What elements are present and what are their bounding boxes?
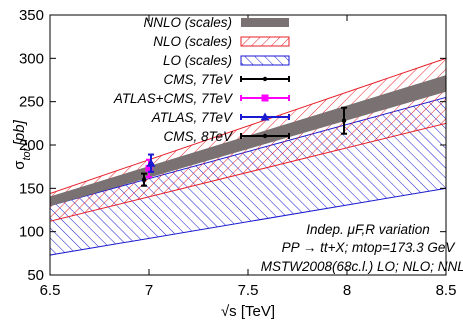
legend-label: ATLAS, 7TeV	[151, 110, 234, 125]
annotations: Indep. μF,R variation PP → tt+X; mtop=173…	[261, 222, 463, 274]
annotation-line: PP → tt+X; mtop=173.3 GeV	[282, 240, 457, 255]
x-tick-label: 7.5	[238, 282, 259, 299]
x-tick-label: 6.5	[40, 282, 61, 299]
legend-marker	[261, 94, 269, 102]
y-tick-label: 250	[19, 94, 44, 111]
y-tick-label: 100	[19, 224, 44, 241]
annotation-line: MSTW2008(68c.l.) LO; NLO; NNLO	[261, 259, 463, 274]
y-tick-label: 300	[19, 50, 44, 67]
data-point	[146, 158, 156, 167]
x-tick-label: 8	[343, 282, 351, 299]
legend-marker	[262, 76, 268, 82]
legend-marker	[262, 133, 268, 139]
legend-label: CMS, 8TeV	[163, 129, 234, 144]
legend-swatch	[241, 18, 289, 27]
x-axis: 6.5 7 7.5 8 8.5	[40, 15, 457, 299]
legend-label: LO (scales)	[163, 53, 232, 68]
x-axis-label: √s [TeV]	[221, 303, 275, 320]
x-tick-label: 8.5	[436, 282, 457, 299]
y-tick-label: 50	[27, 267, 44, 284]
annotation-line: Indep. μF,R variation	[306, 222, 429, 237]
legend-label: NNLO (scales)	[143, 15, 232, 30]
legend-label: NLO (scales)	[153, 34, 232, 49]
legend-swatch	[240, 36, 290, 47]
x-tick-label: 7	[145, 282, 153, 299]
legend-marker	[260, 112, 270, 121]
data-point	[145, 164, 153, 172]
y-tick-label: 150	[19, 180, 44, 197]
points-layer	[141, 106, 348, 187]
data-point	[341, 118, 347, 123]
data-point	[141, 177, 147, 182]
legend-label: ATLAS+CMS, 7TeV	[113, 91, 234, 106]
y-axis: 50 100 150 200 250 300 350	[19, 7, 446, 284]
legend-swatch	[240, 55, 290, 66]
y-tick-label: 200	[19, 137, 44, 154]
legend-label: CMS, 7TeV	[163, 72, 234, 87]
y-tick-label: 350	[19, 7, 44, 24]
legend: NNLO (scales) NLO (scales) LO (scales) CMS,…	[113, 15, 290, 144]
